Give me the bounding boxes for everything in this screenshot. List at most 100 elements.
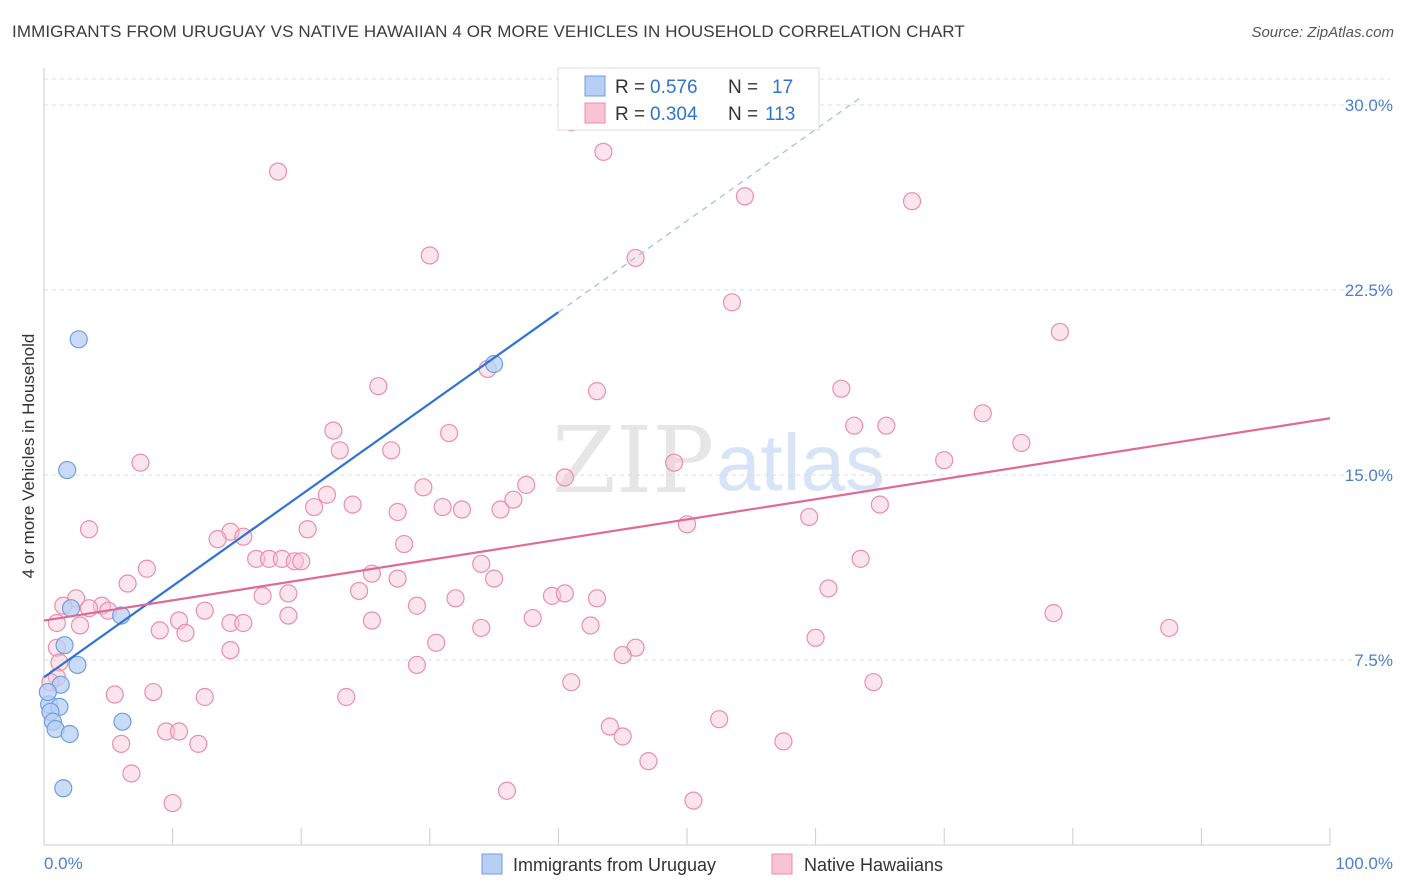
uruguay-point [113,712,132,731]
hawaiian-point [735,187,754,206]
stats-r-label-uruguay: R = [615,77,645,98]
stats-n-label-uruguay: N = [728,77,758,98]
hawaiian-point [259,549,279,568]
legend-swatch-hawaiians [771,853,793,875]
hawaiian-point [806,628,825,647]
hawaiian-point [864,673,883,692]
y-tick-label: 15.0% [1345,466,1393,485]
hawaiian-point [819,579,838,598]
legend-label-hawaiians: Native Hawaiians [804,855,943,875]
hawaiian-point [420,246,439,265]
stats-n-value-hawaiians: 113 [765,104,795,125]
hawaiian-point [304,497,324,517]
uruguay-point [69,330,88,349]
hawaiian-point [1050,322,1070,342]
hawaiian-point [407,655,427,675]
stats-r-value-hawaiians: 0.304 [650,104,698,125]
y-tick-label: 22.5% [1345,281,1393,300]
hawaiian-point [517,475,536,494]
hawaiian-point [497,781,517,800]
hawaiian-point [118,574,137,593]
hawaiian-point [157,722,176,741]
stats-legend: R = 0.576 N = 17 R = 0.304 N = 113 [557,67,820,131]
stats-r-label-hawaiians: R = [615,104,645,125]
hawaiian-point [845,416,864,435]
hawaiian-point [79,520,99,539]
hawaiian-point [176,623,195,642]
hawaiian-point [1044,604,1063,623]
x-tick-label-max: 100.0% [1335,854,1393,873]
hawaiian-point [1012,433,1031,453]
hawaiian-point [472,554,491,573]
hawaiian-point [710,710,729,729]
hawaiian-point [324,421,343,440]
uruguay-point [60,724,79,744]
hawaiian-point [195,601,214,620]
hawaiian-point [832,379,851,398]
hawaiian-point [105,685,124,704]
hawaiian-point [382,441,401,460]
hawaiian-point [587,382,607,401]
y-axis-title: 4 or more Vehicles in Household [19,334,38,579]
hawaiian-point [137,559,156,578]
y-tick-label: 7.5% [1354,651,1393,670]
hawaiian-point [337,687,356,707]
hawaiian-point [587,589,607,608]
hawaiian-point [343,495,362,514]
hawaiian-point [150,621,169,640]
hawaiian-point [169,722,189,741]
hawaiian-point [877,416,896,435]
hawaiian-point [555,468,574,487]
hawaiian-point [388,502,407,522]
hawaiian-point [722,293,742,312]
hawaiian-point [208,530,227,549]
uruguay-point [58,460,77,480]
points-layer [38,113,1179,813]
hawaiian-point [626,248,645,268]
x-tick-label-min: 0.0% [44,854,83,873]
hawaiian-point [973,404,992,423]
chart-source: Source: ZipAtlas.com [1251,24,1394,41]
hawaiian-point [388,569,407,588]
hawaiian-point [594,142,613,161]
watermark-zip: ZIP [552,407,714,514]
grid-layer [44,78,1390,661]
hawaiian-point [439,423,459,443]
hawaiian-point [870,495,890,514]
hawaiian-point [427,633,446,652]
legend-swatch-uruguay [481,853,503,875]
hawaiian-point [446,589,465,608]
hawaiian-point [144,682,163,702]
stats-n-label-hawaiians: N = [728,104,758,125]
hawaiian-point [774,732,793,751]
trend-line-uruguay [43,311,560,679]
stats-n-value-uruguay: 17 [772,77,793,98]
hawaiian-point [613,645,632,665]
uruguay-point [55,636,74,655]
hawaiian-point [268,162,288,181]
hawaiian-point [562,673,581,692]
hawaiian-point [555,584,574,603]
hawaiian-point [600,717,619,736]
hawaiian-point [163,793,182,813]
hawaiian-point [362,611,382,630]
stats-r-value-uruguay: 0.576 [650,77,698,98]
bottom-legend: Immigrants from Uruguay Native Hawaiians [481,853,943,875]
hawaiian-point [485,569,504,588]
hawaiian-point [292,552,311,571]
hawaiian-point [414,478,433,497]
hawaiian-point [221,613,240,633]
hawaiian-point [70,616,90,635]
hawaiian-point [112,734,131,753]
hawaiian-point [131,453,150,472]
trend-line-hawaiians [43,417,1331,622]
hawaiian-point [684,791,703,810]
hawaiian-point [394,534,414,554]
hawaiian-point [298,520,317,539]
hawaiian-point [523,608,542,628]
uruguay-point [68,655,87,675]
x-tick-layer [43,828,1331,845]
hawaiian-point [902,192,922,211]
x-tick-label-layer: 0.0% 100.0% [44,854,1393,873]
